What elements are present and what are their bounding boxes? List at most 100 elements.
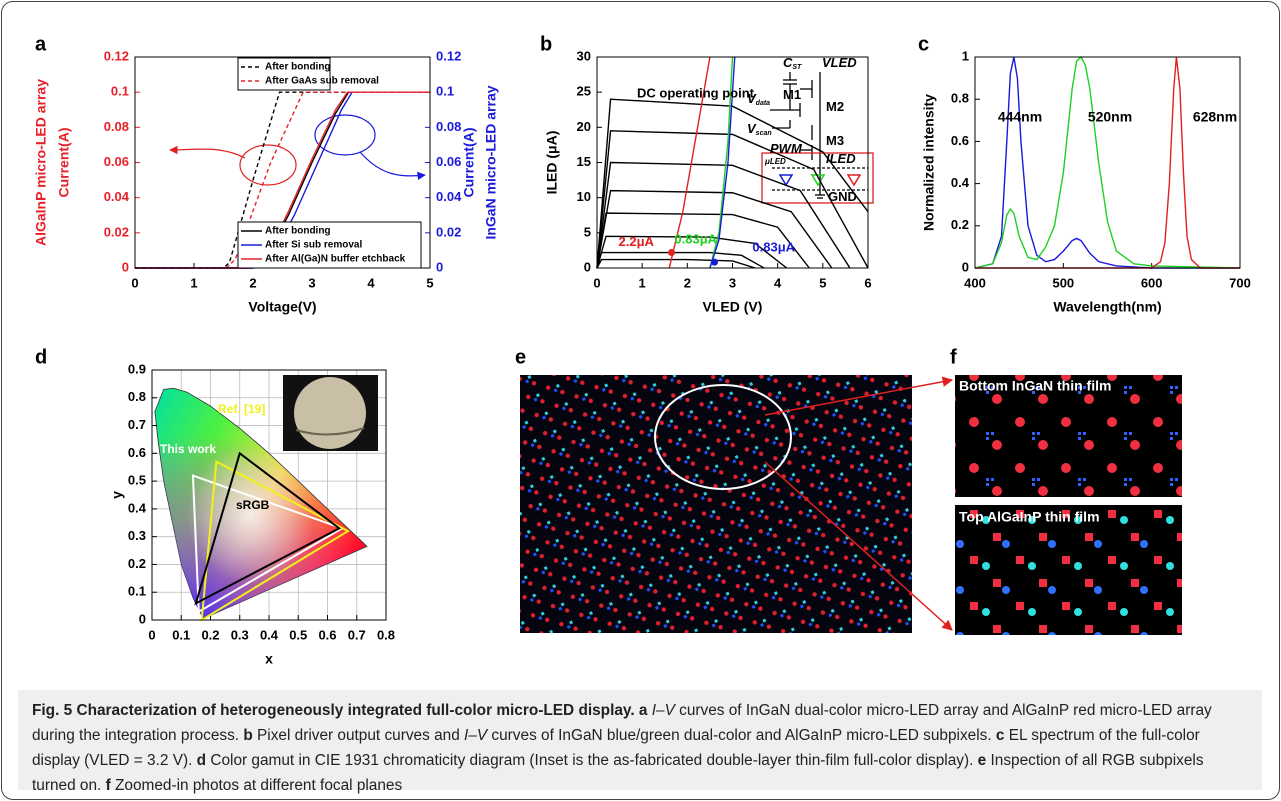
caption-segment: d — [197, 752, 211, 769]
y-tick-label: 0.7 — [128, 417, 146, 432]
gamut-label: sRGB — [236, 498, 270, 512]
y-tick-label: 0.1 — [128, 584, 146, 599]
x-tick-label: 0.8 — [377, 627, 395, 642]
circuit-label: CST — [783, 55, 802, 71]
x-tick-label: 0.3 — [231, 627, 249, 642]
x-tick-label: 700 — [1229, 275, 1251, 290]
annotation-arrow — [360, 152, 425, 176]
circuit-label: VLED — [822, 55, 857, 70]
x-tick-label: 2 — [684, 275, 691, 290]
peak-label: 628nm — [1193, 109, 1237, 125]
y-tick-label: 0.8 — [128, 389, 146, 404]
y-axis-label: Current(A) — [56, 128, 72, 198]
y-tick-label: 0.12 — [104, 48, 129, 63]
circuit-label: M2 — [826, 99, 844, 114]
x-axis-label: Voltage(V) — [248, 299, 316, 315]
series-line — [975, 57, 1240, 268]
legend-label: After Si sub removal — [265, 240, 362, 251]
y-tick-label: 25 — [577, 84, 591, 99]
caption-segment: a — [639, 702, 652, 719]
y2-axis-label: Current(A) — [461, 128, 477, 198]
y-tick-label: 0.2 — [951, 217, 969, 232]
y-tick-label: 0 — [584, 259, 591, 274]
series-line — [975, 57, 1240, 268]
y-tick-label: 0.6 — [128, 445, 146, 460]
photo-label: Bottom InGaN thin film — [959, 378, 1111, 394]
x-tick-label: 0.6 — [318, 627, 336, 642]
x-tick-label: 500 — [1052, 275, 1074, 290]
x-tick-label: 1 — [639, 275, 646, 290]
y2-tick-label: 0 — [436, 259, 443, 274]
panel-letter: c — [918, 33, 929, 55]
caption-segment: e — [978, 752, 991, 769]
legend-label: After bonding — [265, 62, 331, 73]
series-line — [597, 191, 832, 268]
operating-point — [711, 259, 718, 266]
circuit-label: M1 — [783, 87, 801, 102]
circuit-labels: CST VLED Vdata M1 M2 Vscan PWM M3 ILED μ… — [747, 55, 857, 204]
peak-label: 520nm — [1088, 109, 1132, 125]
panel-letter: d — [35, 346, 47, 368]
y-axis-label: y — [109, 491, 125, 499]
legend-label: After GaAs sub removal — [265, 76, 379, 87]
y-tick-label: 0.4 — [128, 500, 147, 515]
y-tick-label: 20 — [577, 119, 591, 134]
x-tick-label: 0.4 — [260, 627, 279, 642]
caption-segment: Color gamut in CIE 1931 chromaticity dia… — [210, 752, 977, 769]
y2-tick-label: 0.12 — [436, 48, 461, 63]
y-axis-label: Normalized intensity — [921, 94, 937, 231]
panel-letter: b — [540, 33, 552, 55]
y-tick-label: 0.4 — [951, 175, 970, 190]
caption-segment: curves of InGaN blue/green dual-color an… — [487, 727, 996, 744]
x-tick-label: 5 — [426, 275, 433, 290]
gamut-label: Ref. [19] — [218, 402, 265, 416]
x-axis-label: VLED (V) — [703, 299, 763, 315]
annotation-arrow — [170, 149, 245, 158]
y-tick-label: 0.2 — [128, 556, 146, 571]
x-tick-label: 4 — [367, 275, 375, 290]
operating-point — [668, 249, 675, 256]
y-tick-label: 0.9 — [128, 361, 146, 376]
x-tick-label: 4 — [774, 275, 782, 290]
y-axis-label: ILED (μA) — [544, 131, 560, 195]
caption-segment: c — [996, 727, 1009, 744]
annotation-ellipse — [240, 145, 296, 185]
y-tick-label: 0 — [122, 259, 129, 274]
operating-point-label: 0.83μA — [752, 240, 795, 255]
plot-frame — [975, 57, 1240, 268]
x-tick-label: 3 — [308, 275, 315, 290]
y2-tick-label: 0.04 — [436, 189, 462, 204]
caption-segment: Fig. 5 Characterization of heterogeneous… — [32, 702, 639, 719]
y-tick-label: 5 — [584, 224, 591, 239]
y-tick-label: 0.5 — [128, 473, 146, 488]
figure-caption: Fig. 5 Characterization of heterogeneous… — [18, 690, 1262, 790]
caption-segment: b — [243, 727, 257, 744]
y-tick-label: 0.04 — [104, 189, 130, 204]
figure-page: a b c d e f CST VLED Vdata M1 M2 Vscan P… — [0, 0, 1281, 801]
x-tick-label: 6 — [864, 275, 871, 290]
y-tick-label: 15 — [577, 154, 591, 169]
y-tick-label: 0.1 — [111, 84, 129, 99]
y-axis-label: AlGaInP micro-LED array — [33, 79, 49, 246]
y-tick-label: 30 — [577, 48, 591, 63]
figure: a b c d e f CST VLED Vdata M1 M2 Vscan P… — [0, 0, 1281, 801]
y-tick-label: 0 — [139, 611, 146, 626]
caption-segment: I–V — [464, 727, 487, 744]
circuit-label: M3 — [826, 133, 844, 148]
x-tick-label: 400 — [964, 275, 986, 290]
x-tick-label: 0 — [148, 627, 155, 642]
y2-tick-label: 0.06 — [436, 154, 461, 169]
y2-tick-label: 0.08 — [436, 119, 461, 134]
x-tick-label: 3 — [729, 275, 736, 290]
x-axis-label: Wavelength(nm) — [1053, 299, 1161, 315]
caption-segment: f — [106, 777, 115, 794]
legend-label: After bonding — [265, 226, 331, 237]
x-axis-label: x — [265, 651, 273, 667]
operating-point-label: 0.83μA — [674, 232, 717, 247]
x-tick-label: 0.5 — [289, 627, 307, 642]
y-tick-label: 1 — [962, 48, 969, 63]
peak-label: 444nm — [998, 109, 1042, 125]
x-tick-label: 2 — [249, 275, 256, 290]
y-tick-label: 0.3 — [128, 528, 146, 543]
circuit-label: μLED — [764, 157, 786, 166]
